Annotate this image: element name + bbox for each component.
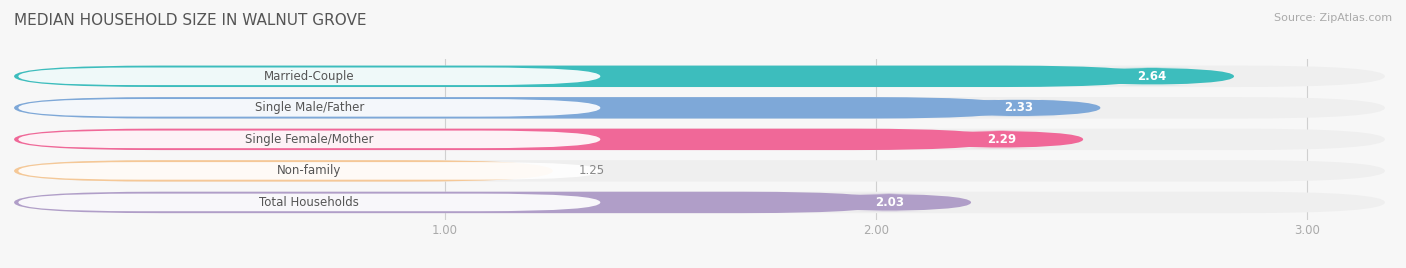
FancyBboxPatch shape <box>18 193 600 211</box>
Text: Total Households: Total Households <box>260 196 360 209</box>
FancyBboxPatch shape <box>18 162 600 180</box>
Text: 2.29: 2.29 <box>987 133 1015 146</box>
Text: Single Male/Father: Single Male/Father <box>254 101 364 114</box>
Text: Single Female/Mother: Single Female/Mother <box>245 133 374 146</box>
FancyBboxPatch shape <box>14 66 1152 87</box>
Text: 2.64: 2.64 <box>1137 70 1167 83</box>
FancyBboxPatch shape <box>14 160 553 182</box>
FancyBboxPatch shape <box>14 129 1385 150</box>
FancyBboxPatch shape <box>14 192 889 213</box>
Text: 2.33: 2.33 <box>1004 101 1033 114</box>
Text: Source: ZipAtlas.com: Source: ZipAtlas.com <box>1274 13 1392 23</box>
Text: Married-Couple: Married-Couple <box>264 70 354 83</box>
Text: 1.25: 1.25 <box>579 164 605 177</box>
Text: MEDIAN HOUSEHOLD SIZE IN WALNUT GROVE: MEDIAN HOUSEHOLD SIZE IN WALNUT GROVE <box>14 13 367 28</box>
FancyBboxPatch shape <box>18 68 600 85</box>
FancyBboxPatch shape <box>14 97 1385 118</box>
FancyBboxPatch shape <box>807 193 972 211</box>
FancyBboxPatch shape <box>936 99 1101 117</box>
Text: Non-family: Non-family <box>277 164 342 177</box>
FancyBboxPatch shape <box>14 160 1385 182</box>
FancyBboxPatch shape <box>1070 68 1234 85</box>
FancyBboxPatch shape <box>920 131 1083 148</box>
FancyBboxPatch shape <box>14 97 1018 118</box>
FancyBboxPatch shape <box>18 99 600 117</box>
FancyBboxPatch shape <box>14 192 1385 213</box>
FancyBboxPatch shape <box>14 66 1385 87</box>
FancyBboxPatch shape <box>14 129 1001 150</box>
Text: 2.03: 2.03 <box>875 196 904 209</box>
FancyBboxPatch shape <box>18 131 600 148</box>
